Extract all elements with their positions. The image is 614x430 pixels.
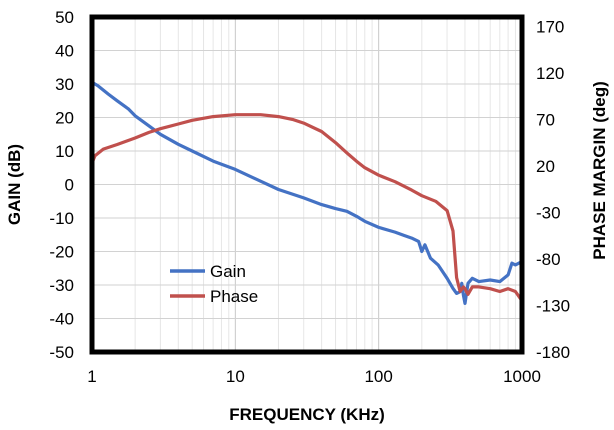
tick-labels: -50 -40 -30 -20 -10 0 10 20 30 40 50 -180 -130 -80 -30… — [49, 8, 570, 386]
y2-tick-label: 70 — [536, 110, 555, 129]
series-layer — [90, 80, 524, 305]
major-gridlines — [91, 16, 523, 353]
x-tick-label: 100 — [364, 367, 392, 386]
y2-tick-label: 20 — [536, 157, 555, 176]
y2-tick-label: -180 — [536, 343, 570, 362]
x-tick-label: 10 — [226, 367, 245, 386]
y-tick-label: 30 — [55, 75, 74, 94]
y-tick-label: 20 — [55, 109, 74, 128]
y-tick-label: -20 — [49, 243, 74, 262]
y-tick-label: -30 — [49, 276, 74, 295]
y2-tick-label: -30 — [536, 203, 561, 222]
series-line-phase — [90, 113, 524, 303]
series-line-gain — [90, 80, 524, 305]
y-tick-label: 10 — [55, 142, 74, 161]
y-tick-label: 50 — [55, 8, 74, 27]
y2-tick-label: -130 — [536, 296, 570, 315]
left-y-axis-title: GAIN (dB) — [5, 144, 24, 225]
right-y-axis-title: PHASE MARGIN (deg) — [590, 81, 609, 260]
y-tick-label: -10 — [49, 209, 74, 228]
plot-area-frame — [89, 14, 525, 355]
x-tick-label: 1000 — [503, 367, 541, 386]
y2-tick-label: 120 — [536, 64, 564, 83]
legend-label-gain: Gain — [210, 262, 246, 281]
y2-tick-label: -80 — [536, 250, 561, 269]
legend-label-phase: Phase — [210, 287, 258, 306]
y2-tick-label: 170 — [536, 17, 564, 36]
y-tick-label: -40 — [49, 310, 74, 329]
x-tick-label: 1 — [87, 367, 96, 386]
y-tick-label: 40 — [55, 42, 74, 61]
y-tick-label: -50 — [49, 343, 74, 362]
legend: Gain Phase — [170, 262, 258, 306]
y-tick-label: 0 — [65, 176, 74, 195]
x-axis-title: FREQUENCY (KHz) — [229, 405, 385, 424]
